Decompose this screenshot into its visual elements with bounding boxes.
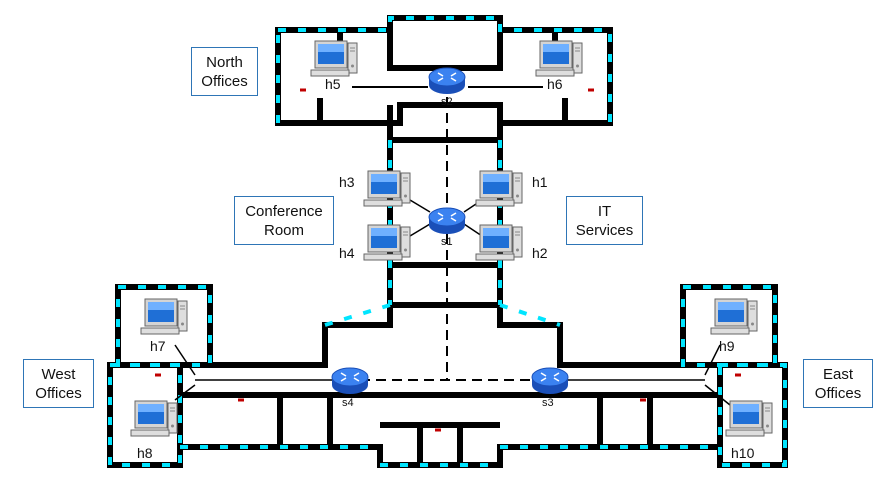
host-h1-label: h1 xyxy=(532,174,548,190)
label-conference-room-text: Conference Room xyxy=(245,202,323,239)
link-h9-s3 xyxy=(704,344,721,376)
host-h6-label: h6 xyxy=(547,76,563,92)
host-h1-icon xyxy=(475,169,523,207)
switch-s2-label: s2 xyxy=(441,96,453,108)
host-h7-icon xyxy=(140,297,188,335)
link-h3-s1 xyxy=(409,199,431,213)
host-h6-icon xyxy=(535,39,583,77)
host-h5-icon xyxy=(310,39,358,77)
label-west-offices: West Offices xyxy=(23,359,94,408)
switch-s2-icon xyxy=(428,67,466,95)
link-h4-s1 xyxy=(409,223,431,237)
switch-s4-icon xyxy=(331,367,369,395)
switch-s1-icon xyxy=(428,207,466,235)
host-h5-label: h5 xyxy=(325,76,341,92)
host-h10-icon xyxy=(725,399,773,437)
host-h4-label: h4 xyxy=(339,245,355,261)
label-north-offices: North Offices xyxy=(191,47,258,96)
host-h3-icon xyxy=(363,169,411,207)
link-h7-s4 xyxy=(174,344,196,376)
label-it-services: IT Services xyxy=(566,196,643,245)
host-h2-icon xyxy=(475,223,523,261)
switch-s3-label: s3 xyxy=(542,397,554,409)
host-h8-label: h8 xyxy=(137,445,153,461)
host-h10-label: h10 xyxy=(731,445,755,461)
link-h8-s4 xyxy=(174,384,196,401)
label-west-offices-text: West Offices xyxy=(35,365,82,402)
host-h9-icon xyxy=(710,297,758,335)
link-h2-s1 xyxy=(463,223,483,237)
label-it-services-text: IT Services xyxy=(575,202,634,239)
switch-s4-label: s4 xyxy=(342,397,354,409)
host-h7-label: h7 xyxy=(150,338,166,354)
host-h3-label: h3 xyxy=(339,174,355,190)
switch-s1-label: s1 xyxy=(441,236,453,248)
building-windows xyxy=(108,16,787,467)
host-h2-label: h2 xyxy=(532,245,548,261)
host-h9-label: h9 xyxy=(719,338,735,354)
link-h10-s3 xyxy=(704,384,731,406)
label-east-offices: East Offices xyxy=(803,359,873,408)
host-h8-icon xyxy=(130,399,178,437)
label-north-offices-text: North Offices xyxy=(201,53,248,90)
switch-s3-icon xyxy=(531,367,569,395)
label-east-offices-text: East Offices xyxy=(814,365,862,402)
host-h4-icon xyxy=(363,223,411,261)
label-conference-room: Conference Room xyxy=(234,196,334,245)
